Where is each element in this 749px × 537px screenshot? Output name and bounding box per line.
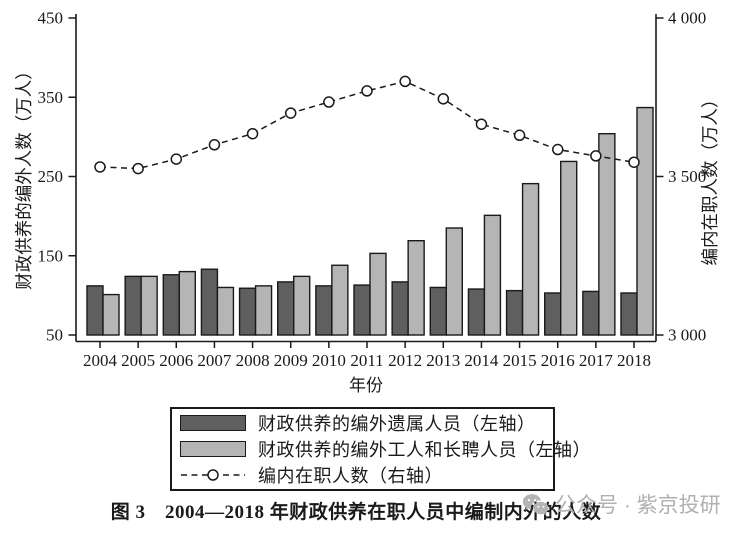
left-axis-tick-label: 350 <box>38 88 64 107</box>
x-axis-tick-label: 2008 <box>236 351 270 370</box>
left-axis-tick-label: 450 <box>38 9 64 28</box>
bar-dependents <box>467 288 486 336</box>
x-axis-tick-label: 2010 <box>312 351 346 370</box>
bar-dependents <box>315 285 333 336</box>
bar-dependents <box>200 268 219 336</box>
watermark-text: 公众号 · 紫京投研 <box>555 494 721 517</box>
legend: 财政供养的编外遗属人员（左轴） 财政供养的编外工人和长聘人员（左轴） 编内在职人… <box>170 407 591 491</box>
line-marker <box>284 107 297 119</box>
legend-row-workers: 财政供养的编外工人和长聘人员（左轴） <box>180 436 591 462</box>
watermark: 公众号 · 紫京投研 <box>522 489 721 519</box>
bar-dependents <box>429 286 447 336</box>
left-axis-title: 财政供养的编外人数（万人） <box>14 62 34 290</box>
bar-dependents <box>582 290 600 336</box>
dashed-line-marker-icon <box>181 469 245 481</box>
bar-dependents <box>86 285 104 336</box>
line-marker <box>628 156 640 168</box>
legend-swatch-dark <box>180 415 246 431</box>
x-axis-tick-label: 2016 <box>541 351 575 370</box>
bar-workers <box>254 285 273 336</box>
bar-workers <box>445 227 463 336</box>
legend-label-dependents: 财政供养的编外遗属人员（左轴） <box>258 414 536 434</box>
legend-row-dependents: 财政供养的编外遗属人员（左轴） <box>180 410 553 436</box>
bar-dependents <box>124 275 142 336</box>
legend-label-workers: 财政供养的编外工人和长聘人员（左轴） <box>258 440 591 460</box>
bar-dependents <box>277 281 295 336</box>
bar-workers <box>140 275 158 336</box>
x-axis-tick-label: 2014 <box>464 351 499 370</box>
left-axis-tick-label: 250 <box>38 167 64 186</box>
bar-dependents <box>620 292 638 336</box>
bar-workers <box>216 286 235 336</box>
x-axis-title: 年份 <box>349 376 383 395</box>
left-axis-tick-label: 150 <box>38 246 64 265</box>
x-axis-tick-label: 2009 <box>274 351 308 370</box>
bar-workers <box>483 214 502 336</box>
legend-label-line: 编内在职人数（右轴） <box>258 466 443 486</box>
x-axis-tick-label: 2017 <box>579 351 614 370</box>
bar-dependents <box>505 289 524 336</box>
left-axis-tick-label: 50 <box>46 326 63 345</box>
bar-workers <box>521 182 540 336</box>
bar-dependents <box>162 274 180 336</box>
line-marker <box>170 153 183 165</box>
x-axis-tick-label: 2012 <box>388 351 422 370</box>
line-marker <box>437 93 450 105</box>
line-series <box>99 80 635 170</box>
bar-workers <box>178 270 196 336</box>
right-axis-tick-label: 3 500 <box>668 167 706 186</box>
line-marker <box>246 127 259 140</box>
line-marker <box>551 143 564 156</box>
bar-dependents <box>238 287 257 336</box>
wechat-icon <box>522 493 549 515</box>
bar-workers <box>407 239 425 336</box>
x-axis-tick-label: 2013 <box>426 351 460 370</box>
line-marker <box>399 75 411 88</box>
x-axis-tick-label: 2004 <box>83 351 118 370</box>
x-axis-tick-label: 2018 <box>617 351 651 370</box>
x-axis-tick-label: 2005 <box>121 351 155 370</box>
x-axis-tick-label: 2007 <box>197 351 232 370</box>
line-marker <box>513 129 526 142</box>
x-axis-tick-label: 2011 <box>350 351 383 370</box>
line-marker <box>208 139 221 151</box>
bar-workers <box>331 264 349 336</box>
line-marker <box>590 150 602 162</box>
bar-workers <box>560 160 578 336</box>
x-axis-tick-label: 2006 <box>159 351 193 370</box>
line-marker <box>94 161 106 173</box>
right-axis-tick-label: 4 000 <box>668 9 706 28</box>
legend-swatch-light <box>180 441 246 457</box>
legend-row-line: 编内在职人数（右轴） <box>180 462 553 488</box>
bar-workers <box>102 293 120 336</box>
right-axis-title: 编内在职人数（万人） <box>700 91 720 266</box>
right-axis-tick-label: 3 000 <box>668 326 706 345</box>
figure-caption: 图 3 2004—2018 年财政供养在职人员中编制内外的人数 <box>110 502 602 523</box>
bar-workers <box>598 133 616 336</box>
bar-dependents <box>544 292 562 336</box>
x-axis-tick-label: 2015 <box>503 351 537 370</box>
line-marker <box>361 85 373 97</box>
bar-workers <box>636 106 654 336</box>
bar-dependents <box>391 281 409 336</box>
line-marker <box>132 162 144 175</box>
line-marker <box>475 118 488 130</box>
line-marker <box>323 96 335 108</box>
bar-dependents <box>353 284 371 336</box>
bar-workers <box>369 252 387 336</box>
bar-workers <box>293 275 311 336</box>
